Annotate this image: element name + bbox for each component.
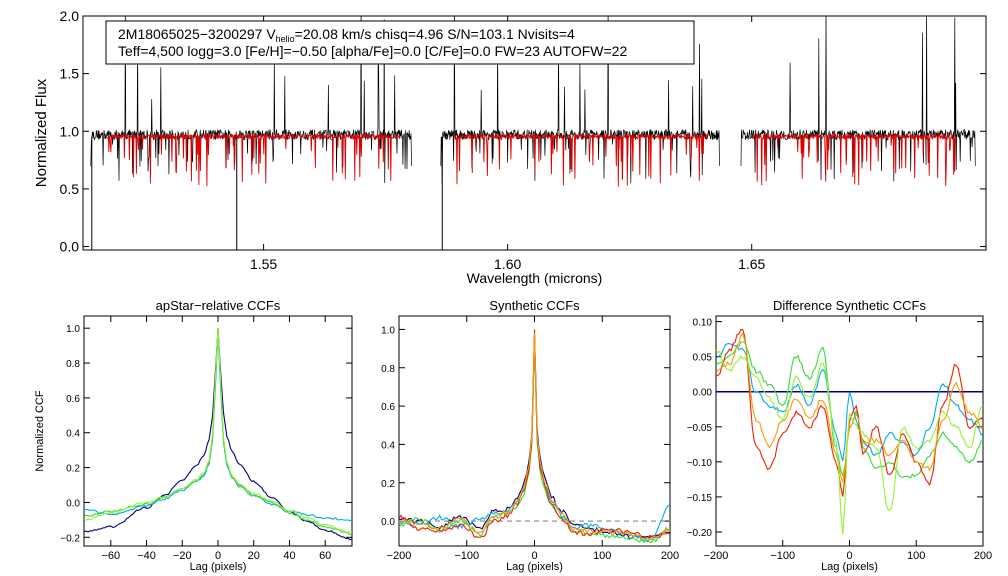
ccf3-xtick-label: 0 <box>846 550 852 562</box>
ccf3-series-visit-3 <box>716 341 983 479</box>
ccf1-xlabel: Lag (pixels) <box>190 561 247 573</box>
ccf1-ytick-label: 0.2 <box>66 464 80 475</box>
ccf3-ytick-label: 0.05 <box>693 353 713 364</box>
ccf1-ytick-label: 0.6 <box>66 394 80 405</box>
ccf2-title: Synthetic CCFs <box>489 298 580 313</box>
ccf2-xtick-label: −100 <box>454 550 479 562</box>
spectrum-ytick-label: 0.5 <box>60 181 80 197</box>
synthetic-spectrum-line <box>106 132 401 187</box>
spectrum-ytick-label: 1.5 <box>60 66 80 82</box>
ccf1-series-visit-3 <box>84 328 352 536</box>
ccf2-ytick-label: 0.2 <box>381 479 395 490</box>
vhelio-subscript: helio <box>276 34 295 44</box>
ccf3-title: Difference Synthetic CCFs <box>773 298 926 313</box>
ccf3-ytick-label: 0.10 <box>693 318 713 329</box>
ccf3-xtick-label: −100 <box>770 550 795 562</box>
ccf1-ytick-label: −0.2 <box>60 533 80 544</box>
ccf3-ytick-label: −0.20 <box>687 528 713 539</box>
ccf1-title: apStar−relative CCFs <box>156 298 281 313</box>
ccf2-series-visit-1 <box>399 335 670 540</box>
spectrum-xtick-label: 1.55 <box>250 256 277 272</box>
ccf3-ytick-label: −0.10 <box>687 458 713 469</box>
ccf1-xtick-label: −60 <box>101 550 120 562</box>
spectrum-xtick-label: 1.65 <box>738 256 765 272</box>
ccf2-xtick-label: 200 <box>661 550 679 562</box>
ccf3-ytick-label: −0.05 <box>687 423 713 434</box>
spectrum-ytick-label: 1.0 <box>60 123 80 139</box>
ccf3-series-visit-2 <box>716 342 983 461</box>
ccf2-ytick-label: 0.4 <box>381 440 395 451</box>
spectrum-xlabel: Wavelength (microns) <box>467 270 603 286</box>
spectrum-annotation-line2: Teff=4,500 logg=3.0 [Fe/H]=−0.50 [alpha/… <box>118 43 627 59</box>
spectrum-ytick-label: 0.0 <box>60 239 80 255</box>
ccf2-xlabel: Lag (pixels) <box>506 561 563 573</box>
chisq-value: chisq=4.96 <box>375 26 447 42</box>
spectrum-ylabel: Normalized Flux <box>33 78 50 187</box>
vhelio-label: V <box>266 26 276 42</box>
ccf1-ytick-label: 0.8 <box>66 359 80 370</box>
ccf1-series-visit-1 <box>84 328 352 541</box>
spectrum-ytick-label: 2.0 <box>60 8 80 24</box>
ccf2-series-visit-5 <box>399 333 670 540</box>
ccf2-series-visit-3 <box>399 338 670 543</box>
synthetic-spectrum-line <box>453 132 709 187</box>
spectrum-xtick-label: 1.60 <box>494 256 521 272</box>
ccf2-xtick-label: −200 <box>387 550 412 562</box>
ccf1-xtick-label: −20 <box>173 550 192 562</box>
ccf1-series-visit-2 <box>84 331 352 522</box>
ccf2-ytick-label: 1.0 <box>381 325 395 336</box>
ccf1-xtick-label: 0 <box>215 550 221 562</box>
ccf3-series-visit-6 <box>716 349 983 535</box>
ccf2-ytick-label: 0.0 <box>381 517 395 528</box>
ccf3-xlabel: Lag (pixels) <box>821 561 878 573</box>
ccf3-ytick-label: 0.00 <box>693 388 713 399</box>
ccf1-ytick-label: 0.0 <box>66 498 80 509</box>
ccf2-xtick-label: 100 <box>593 550 611 562</box>
ccf3-series-visit-5 <box>716 332 983 484</box>
ccf2-ytick-label: 0.8 <box>381 364 395 375</box>
ccf2-series-visit-2 <box>399 337 670 543</box>
ccf1-xtick-label: −40 <box>137 550 156 562</box>
ccf2-series-visit-4 <box>399 329 670 539</box>
nvisits-value: Nvisits=4 <box>518 26 575 42</box>
spectrum-annotation-line1: 2M18065025−3200297 Vhelio=20.08 km/s chi… <box>118 26 575 44</box>
ccf1-xtick-label: 20 <box>248 550 260 562</box>
spectrum-annotation-box <box>105 20 695 65</box>
ccf1-series-visit-4 <box>84 328 352 533</box>
ccf3-xtick-label: 100 <box>907 550 925 562</box>
ccf1-xtick-label: 40 <box>283 550 295 562</box>
synthetic-spectrum-line <box>751 132 957 187</box>
ccf3-xtick-label: 200 <box>974 550 992 562</box>
star-id: 2M18065025−3200297 <box>118 26 266 42</box>
snr-value: S/N=103.1 <box>447 26 517 42</box>
ccf2-xtick-label: 0 <box>531 550 537 562</box>
ccf3-xtick-label: −200 <box>704 550 729 562</box>
ccf3-ytick-label: −0.15 <box>687 493 713 504</box>
ccf1-ytick-label: 0.4 <box>66 429 80 440</box>
ccf1-ylabel: Normalized CCF <box>34 390 46 472</box>
spectrum-plot-frame <box>82 15 987 251</box>
ccf2-ytick-label: 0.6 <box>381 402 395 413</box>
ccf1-xtick-label: 60 <box>319 550 331 562</box>
ccf1-ytick-label: 1.0 <box>66 324 80 335</box>
vhelio-value: =20.08 km/s <box>295 26 376 42</box>
